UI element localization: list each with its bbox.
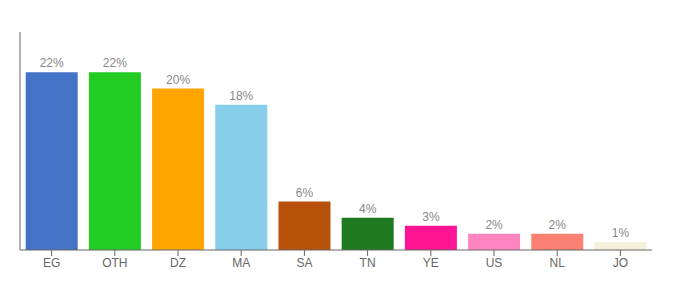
svg-text:SA: SA <box>296 256 312 270</box>
svg-text:1%: 1% <box>612 226 630 240</box>
svg-text:MA: MA <box>232 256 250 270</box>
svg-text:DZ: DZ <box>170 256 186 270</box>
svg-text:YE: YE <box>423 256 439 270</box>
svg-text:TN: TN <box>360 256 376 270</box>
svg-text:2%: 2% <box>485 218 503 232</box>
svg-text:US: US <box>486 256 503 270</box>
svg-text:NL: NL <box>550 256 566 270</box>
svg-text:20%: 20% <box>166 73 190 87</box>
svg-text:JO: JO <box>613 256 628 270</box>
svg-text:OTH: OTH <box>102 256 127 270</box>
svg-text:22%: 22% <box>103 56 127 70</box>
svg-text:22%: 22% <box>40 56 64 70</box>
svg-text:18%: 18% <box>229 89 253 103</box>
svg-text:4%: 4% <box>359 202 377 216</box>
svg-text:6%: 6% <box>296 186 314 200</box>
svg-text:3%: 3% <box>422 210 440 224</box>
svg-text:EG: EG <box>43 256 60 270</box>
svg-text:2%: 2% <box>549 218 567 232</box>
